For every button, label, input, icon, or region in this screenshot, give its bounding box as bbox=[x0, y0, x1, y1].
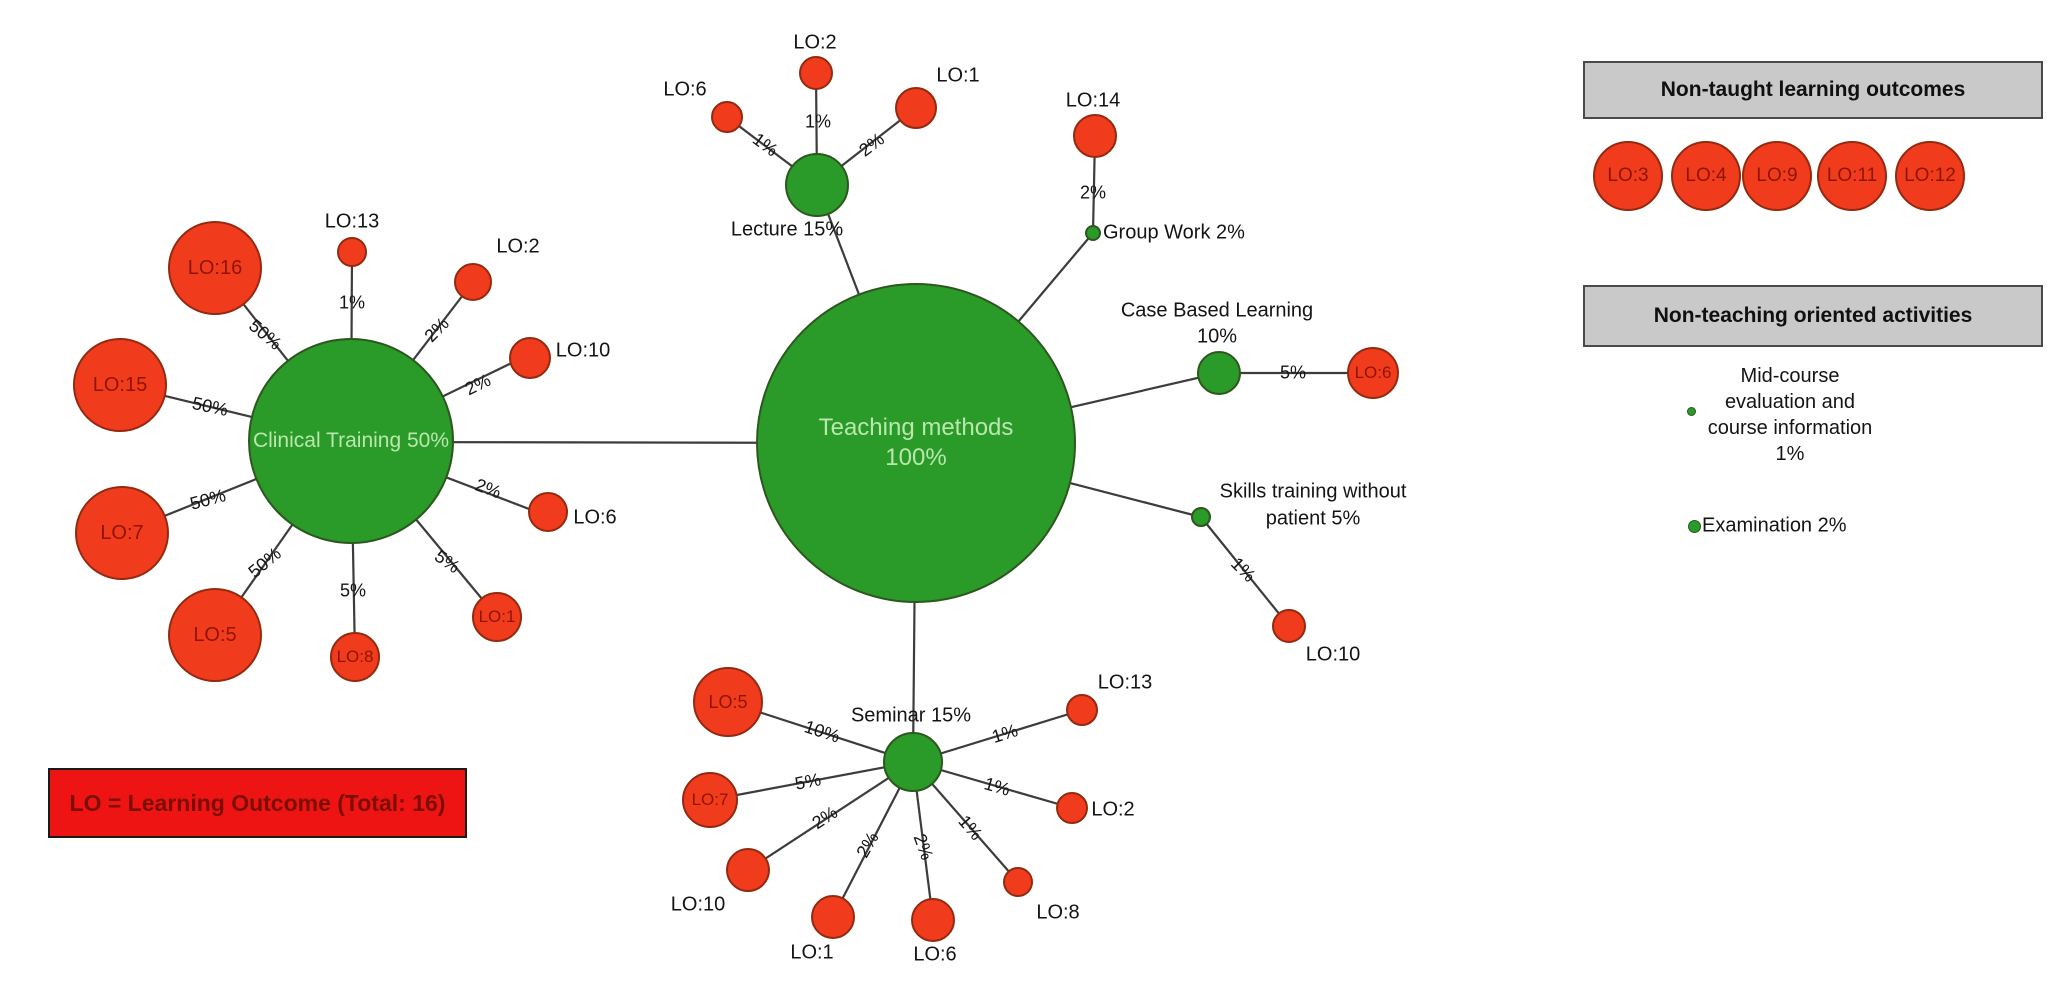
seminar-lo6-label: LO:6 bbox=[913, 943, 957, 966]
node-group-work bbox=[1085, 225, 1101, 241]
midcourse-label: Mid-course evaluation and course informa… bbox=[1707, 365, 1873, 465]
node-teaching-methods: Teaching methods 100% bbox=[756, 283, 1076, 603]
skills-lo10-label: LO:10 bbox=[1305, 643, 1361, 666]
node-clinical-lo13 bbox=[337, 237, 367, 267]
group-work-label: Group Work 2% bbox=[1103, 221, 1245, 244]
node-nontaught-lo4: LO:4 bbox=[1671, 141, 1741, 211]
node-clinical-lo6 bbox=[528, 492, 568, 532]
node-nontaught-lo12: LO:12 bbox=[1895, 141, 1965, 211]
clinical-lo6-label: LO:6 bbox=[573, 506, 617, 529]
edge-percent: 5% bbox=[1279, 362, 1307, 383]
node-clinical-lo16: LO:16 bbox=[168, 221, 262, 315]
teaching-methods-label: Teaching methods 100% bbox=[818, 414, 1014, 471]
clinical-lo10-label: LO:10 bbox=[555, 339, 611, 362]
node-clinical-lo10 bbox=[509, 337, 551, 379]
node-lecture-lo6 bbox=[711, 101, 743, 133]
node-seminar-lo5: LO:5 bbox=[693, 667, 763, 737]
case-based-learning-label: Case Based Learning bbox=[1120, 299, 1314, 322]
clinical-training-label: Clinical Training 50% bbox=[252, 429, 450, 452]
node-case-based-learning bbox=[1197, 351, 1241, 395]
node-seminar-lo2 bbox=[1056, 792, 1088, 824]
examination-label: Examination 2% bbox=[1702, 514, 1847, 537]
skills-training-label-line1: Skills training without bbox=[1219, 480, 1407, 503]
seminar-lo13-label: LO:13 bbox=[1097, 671, 1153, 694]
lecture-lo2-label: LO:2 bbox=[793, 31, 837, 54]
examination-dot bbox=[1688, 520, 1701, 533]
node-seminar-lo13 bbox=[1066, 694, 1098, 726]
case-based-learning-pct: 10% bbox=[1196, 325, 1238, 348]
seminar-lo10-label: LO:10 bbox=[670, 893, 726, 916]
node-seminar-lo1 bbox=[811, 895, 855, 939]
edge-percent: 1% bbox=[338, 292, 366, 313]
node-clinical-lo7: LO:7 bbox=[75, 486, 169, 580]
seminar-lo2-label: LO:2 bbox=[1091, 798, 1135, 821]
non-taught-header: Non-taught learning outcomes bbox=[1583, 61, 2043, 119]
lecture-lo6-label: LO:6 bbox=[663, 78, 707, 101]
node-seminar-lo10 bbox=[726, 848, 770, 892]
node-clinical-lo15: LO:15 bbox=[73, 338, 167, 432]
node-nontaught-lo3: LO:3 bbox=[1593, 141, 1663, 211]
node-skills-lo10 bbox=[1272, 609, 1306, 643]
node-clinical-lo8: LO:8 bbox=[330, 632, 380, 682]
non-teaching-header: Non-teaching oriented activities bbox=[1583, 285, 2043, 347]
seminar-lo1-label: LO:1 bbox=[790, 941, 834, 964]
node-lecture bbox=[785, 153, 849, 217]
node-seminar-lo8 bbox=[1003, 867, 1033, 897]
midcourse-dot bbox=[1687, 407, 1696, 416]
seminar-lo8-label: LO:8 bbox=[1036, 901, 1080, 924]
node-seminar-lo7: LO:7 bbox=[682, 772, 738, 828]
clinical-lo2-label: LO:2 bbox=[496, 235, 540, 258]
node-seminar-lo6 bbox=[911, 898, 955, 942]
node-groupwork-lo14 bbox=[1073, 114, 1117, 158]
node-clinical-lo5: LO:5 bbox=[168, 588, 262, 682]
lecture-label: Lecture 15% bbox=[730, 218, 844, 241]
node-skills-training bbox=[1191, 507, 1211, 527]
node-lecture-lo2 bbox=[799, 56, 833, 90]
node-clinical-lo1: LO:1 bbox=[472, 592, 522, 642]
edge-percent: 1% bbox=[804, 111, 832, 132]
node-clinical-lo2 bbox=[454, 263, 492, 301]
legend-box: LO = Learning Outcome (Total: 16) bbox=[48, 768, 467, 838]
node-cbl-lo6: LO:6 bbox=[1347, 347, 1399, 399]
node-seminar bbox=[883, 732, 943, 792]
node-lecture-lo1 bbox=[895, 87, 937, 129]
lecture-lo1-label: LO:1 bbox=[936, 64, 980, 87]
clinical-lo13-label: LO:13 bbox=[324, 210, 380, 233]
edge-percent: 5% bbox=[339, 580, 367, 601]
seminar-label: Seminar 15% bbox=[850, 704, 972, 727]
edge-percent: 2% bbox=[1079, 182, 1107, 203]
groupwork-lo14-label: LO:14 bbox=[1065, 89, 1121, 112]
node-nontaught-lo9: LO:9 bbox=[1742, 141, 1812, 211]
node-nontaught-lo11: LO:11 bbox=[1817, 141, 1887, 211]
skills-training-label-line2: patient 5% bbox=[1265, 507, 1361, 530]
node-clinical-training: Clinical Training 50% bbox=[248, 338, 454, 544]
